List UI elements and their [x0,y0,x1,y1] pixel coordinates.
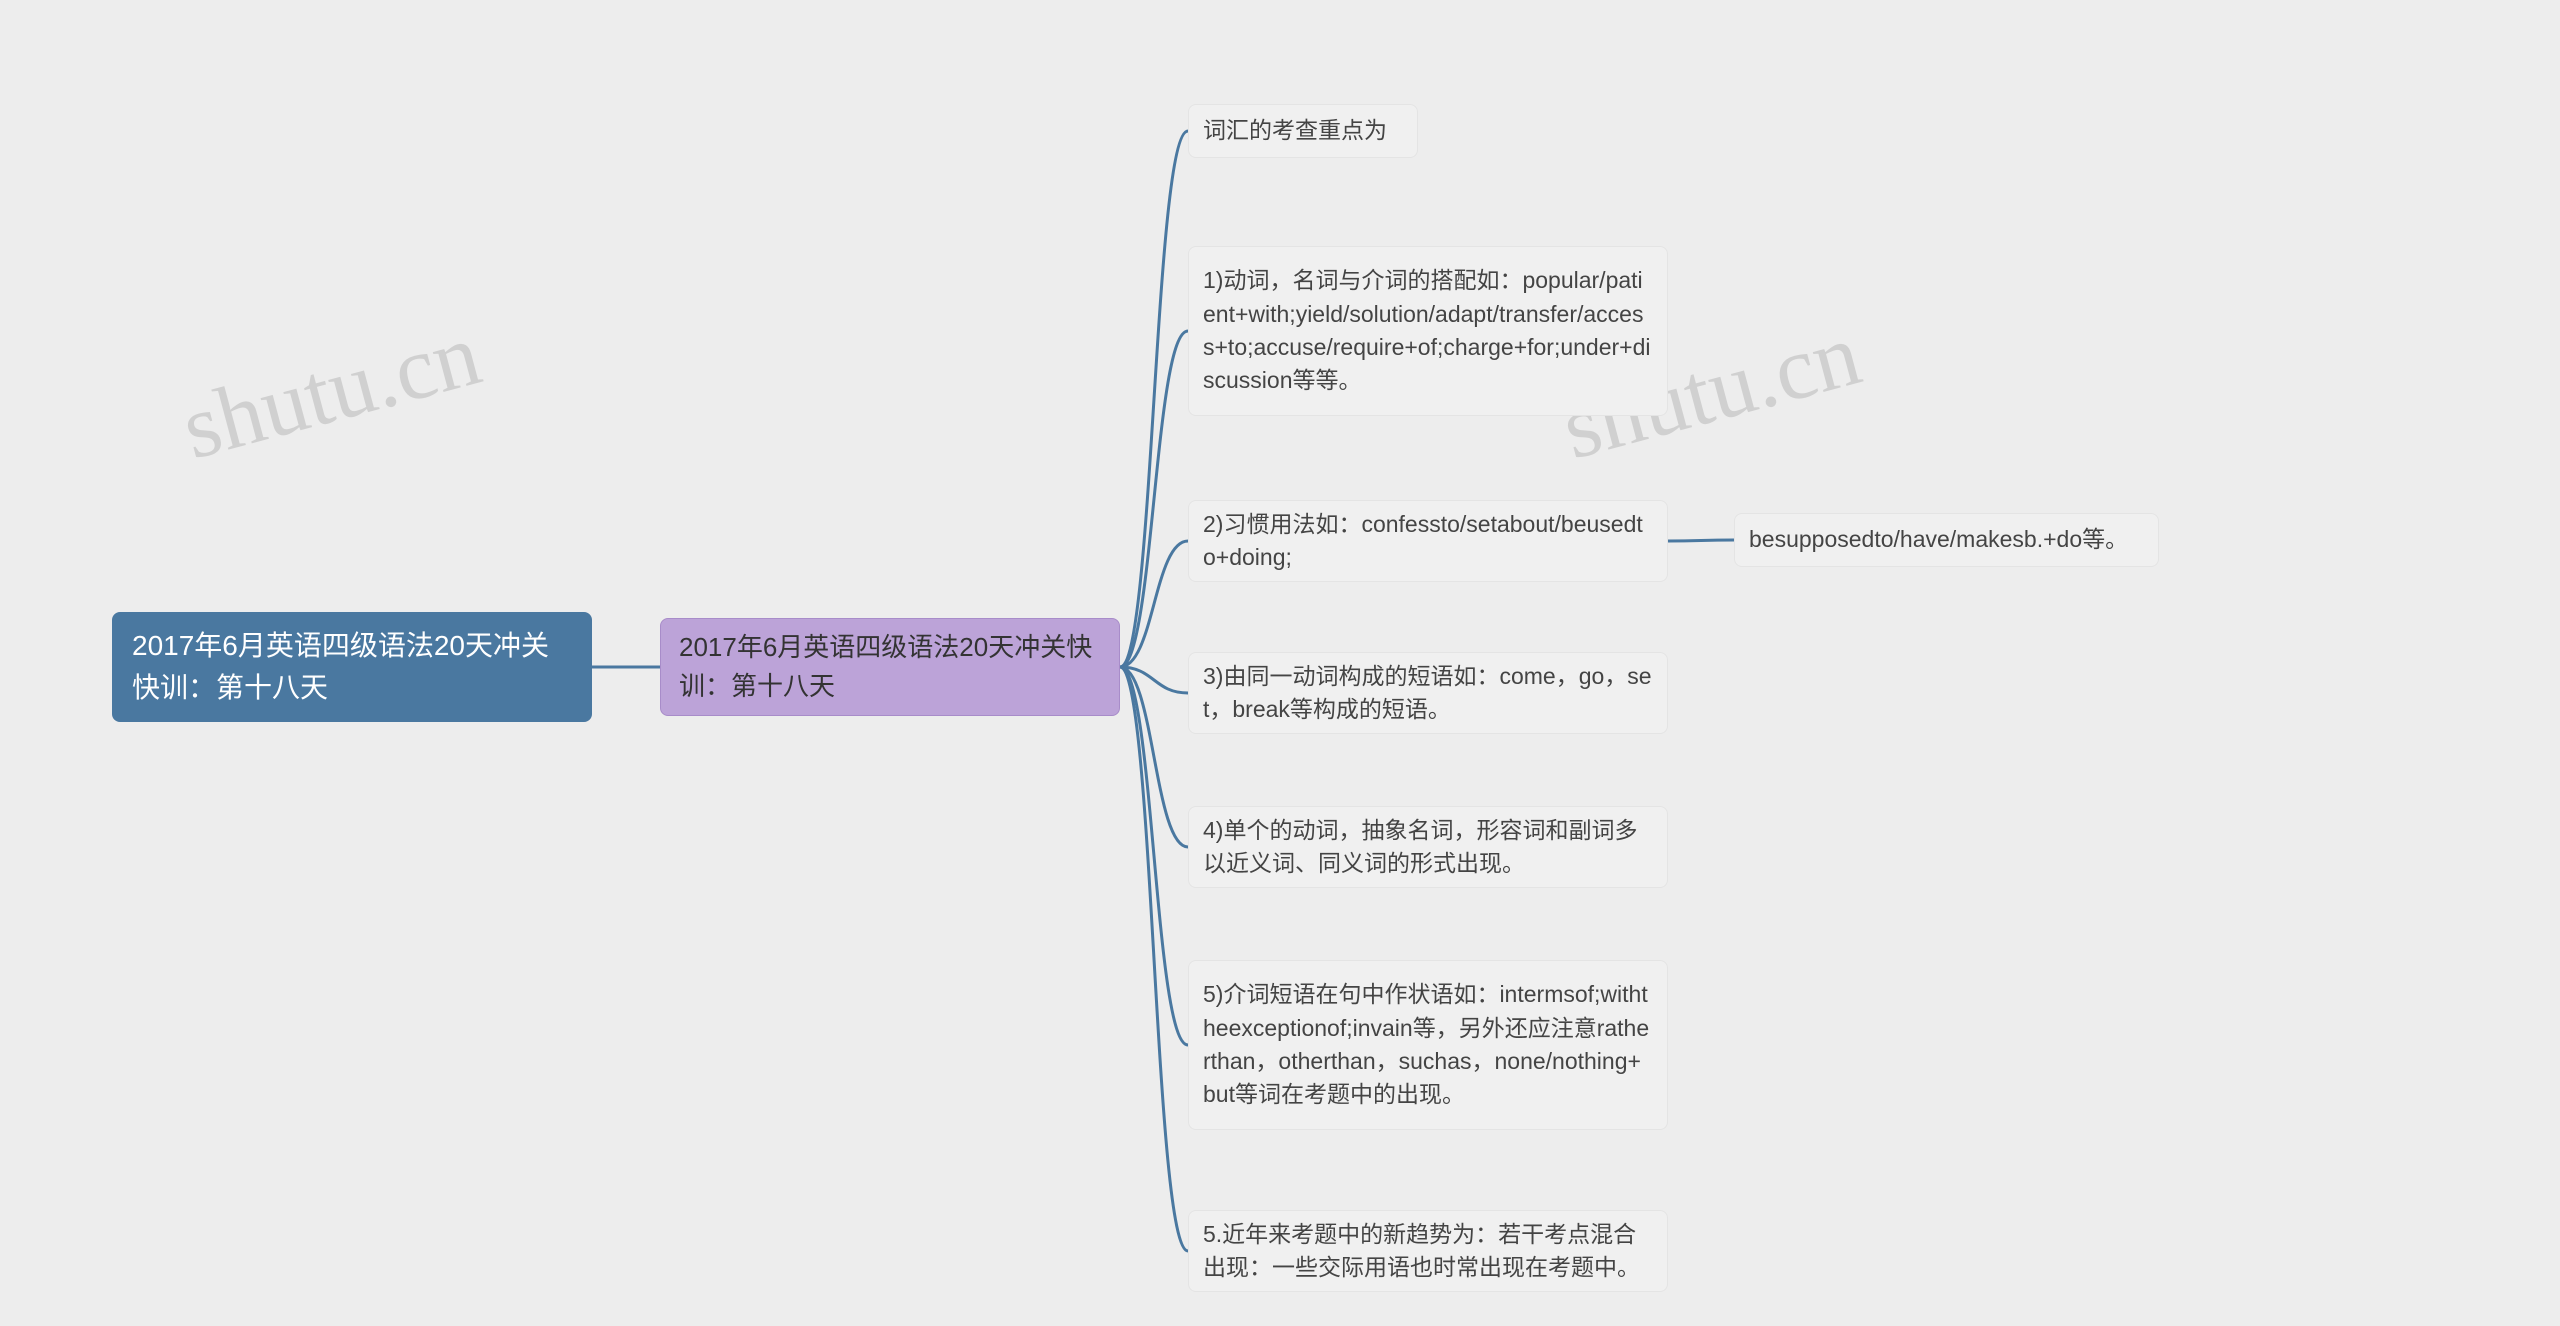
leaf3-child-text: besupposedto/have/makesb.+do等。 [1749,523,2128,556]
watermark-text: shutu.cn [172,305,490,479]
conn-sub1-leaf3 [1120,541,1188,667]
conn-sub1-leaf1 [1120,131,1188,667]
conn-sub1-leaf5 [1120,667,1188,847]
conn-sub1-leaf6 [1120,667,1188,1045]
leaf-text: 5)介词短语在句中作状语如：intermsof;withtheexception… [1203,978,1653,1111]
watermark-1: shutu.cn [172,303,491,481]
conn-sub1-leaf4 [1120,667,1188,693]
leaf-node-1[interactable]: 词汇的考查重点为 [1188,104,1418,158]
leaf-text: 2)习惯用法如：confessto/setabout/beusedto+doin… [1203,508,1653,575]
leaf-text: 5.近年来考题中的新趋势为：若干考点混合出现：一些交际用语也时常出现在考题中。 [1203,1218,1653,1285]
root-text: 2017年6月英语四级语法20天冲关快训：第十八天 [132,625,572,709]
leaf-node-2[interactable]: 1)动词，名词与介词的搭配如：popular/patient+with;yiel… [1188,246,1668,416]
leaf3-child-node[interactable]: besupposedto/have/makesb.+do等。 [1734,513,2159,567]
leaf-text: 4)单个的动词，抽象名词，形容词和副词多以近义词、同义词的形式出现。 [1203,814,1653,881]
conn-sub1-leaf2 [1120,331,1188,667]
conn-leaf3-child [1668,540,1734,541]
leaf-text: 1)动词，名词与介词的搭配如：popular/patient+with;yiel… [1203,264,1653,397]
sub1-node[interactable]: 2017年6月英语四级语法20天冲关快训：第十八天 [660,618,1120,716]
leaf-text: 词汇的考查重点为 [1203,114,1387,147]
conn-sub1-leaf7 [1120,667,1188,1251]
leaf-node-7[interactable]: 5.近年来考题中的新趋势为：若干考点混合出现：一些交际用语也时常出现在考题中。 [1188,1210,1668,1292]
leaf-node-4[interactable]: 3)由同一动词构成的短语如：come，go，set，break等构成的短语。 [1188,652,1668,734]
leaf-node-6[interactable]: 5)介词短语在句中作状语如：intermsof;withtheexception… [1188,960,1668,1130]
leaf-text: 3)由同一动词构成的短语如：come，go，set，break等构成的短语。 [1203,660,1653,727]
root-node[interactable]: 2017年6月英语四级语法20天冲关快训：第十八天 [112,612,592,722]
leaf-node-3[interactable]: 2)习惯用法如：confessto/setabout/beusedto+doin… [1188,500,1668,582]
leaf-node-5[interactable]: 4)单个的动词，抽象名词，形容词和副词多以近义词、同义词的形式出现。 [1188,806,1668,888]
sub1-text: 2017年6月英语四级语法20天冲关快训：第十八天 [679,628,1101,706]
